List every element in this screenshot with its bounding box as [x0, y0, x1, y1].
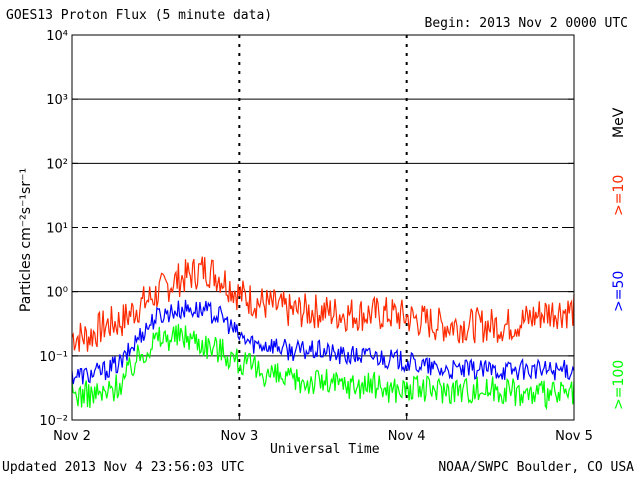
x-tick-label: Nov 5: [555, 429, 593, 444]
series-line-0: [71, 256, 575, 352]
y-tick-labels: 10⁻² 10⁻¹ 10⁰ 10¹ 10² 10³ 10⁴: [39, 29, 574, 429]
y-tick-label: 10²: [46, 157, 68, 172]
begin-time: Begin: 2013 Nov 2 0000 UTC: [424, 16, 629, 31]
x-tick-label: Nov 4: [388, 429, 426, 444]
legend-ge10: >=10: [611, 174, 627, 216]
source-credit: NOAA/SWPC Boulder, CO USA: [438, 460, 634, 475]
grid-lines: [72, 35, 574, 420]
updated-time: Updated 2013 Nov 4 23:56:03 UTC: [2, 460, 245, 475]
y-tick-label: 10³: [46, 93, 68, 108]
y-tick-label: 10¹: [46, 222, 68, 237]
x-tick-label: Nov 2: [53, 429, 91, 444]
legend-ge100: >=100: [611, 359, 627, 410]
y-tick-label: 10⁻²: [39, 414, 68, 429]
y-axis-label: Particles cm⁻²s⁻¹sr⁻¹: [18, 167, 34, 313]
legend-unit: MeV: [611, 107, 627, 138]
series-line-2: [71, 323, 575, 411]
y-tick-label: 10⁻¹: [39, 350, 68, 365]
y-tick-label: 10⁰: [46, 286, 68, 301]
x-tick-label: Nov 3: [220, 429, 258, 444]
series-line-1: [71, 299, 575, 385]
x-axis-label: Universal Time: [270, 442, 380, 457]
x-tick-labels: Nov 2 Nov 3 Nov 4 Nov 5: [53, 414, 593, 444]
series-layer: [71, 256, 575, 411]
legend-ge50: >=50: [611, 270, 627, 312]
chart-title: GOES13 Proton Flux (5 minute data): [6, 8, 273, 23]
y-tick-label: 10⁴: [46, 29, 68, 44]
